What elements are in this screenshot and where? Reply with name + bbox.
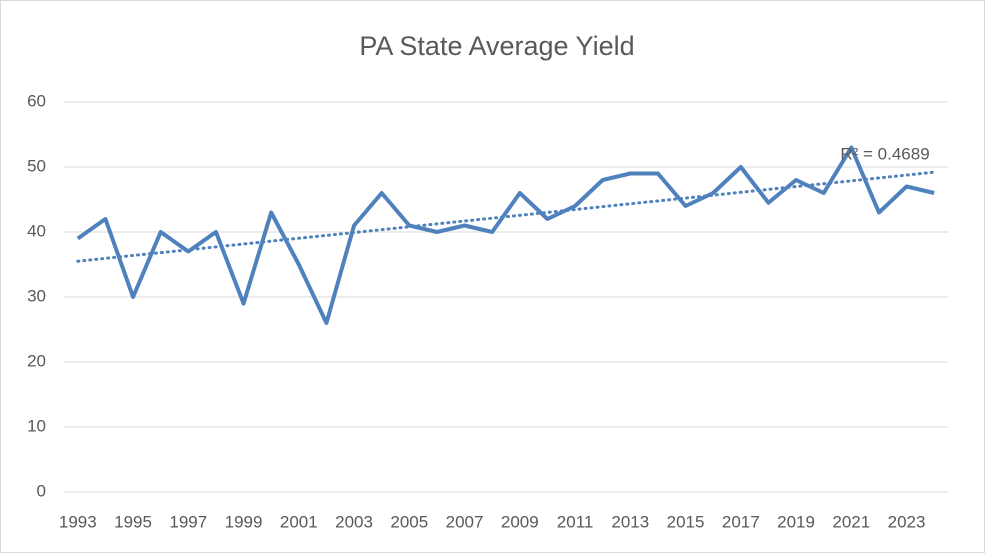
data-line [76, 145, 935, 325]
x-tick-label: 2023 [888, 512, 926, 531]
x-tick-label: 2005 [390, 512, 428, 531]
x-tick-label: 2003 [335, 512, 373, 531]
y-tick-label: 50 [27, 156, 46, 175]
y-tick-label: 30 [27, 286, 46, 305]
y-tick-label: 40 [27, 221, 46, 240]
x-tick-label: 2021 [832, 512, 870, 531]
y-tick-label: 0 [37, 481, 46, 500]
x-tick-label: 1993 [59, 512, 97, 531]
y-tick-label: 60 [27, 91, 46, 110]
x-tick-label: 1999 [225, 512, 263, 531]
trendline-label: R² = 0.4689 [840, 144, 929, 163]
x-tick-label: 2009 [501, 512, 539, 531]
x-tick-label: 2007 [446, 512, 484, 531]
x-tick-label: 2011 [557, 512, 594, 531]
y-tick-label: 20 [27, 351, 46, 370]
x-tick-label: 2015 [667, 512, 705, 531]
x-tick-label: 1997 [169, 512, 207, 531]
y-tick-label: 10 [27, 416, 46, 435]
x-tick-label: 2013 [611, 512, 649, 531]
chart-title: PA State Average Yield [359, 31, 634, 61]
trendline [76, 170, 936, 263]
x-tick-label: 2001 [280, 512, 318, 531]
x-tick-label: 1995 [114, 512, 152, 531]
x-tick-label: 2019 [777, 512, 815, 531]
x-tick-label: 2017 [722, 512, 760, 531]
